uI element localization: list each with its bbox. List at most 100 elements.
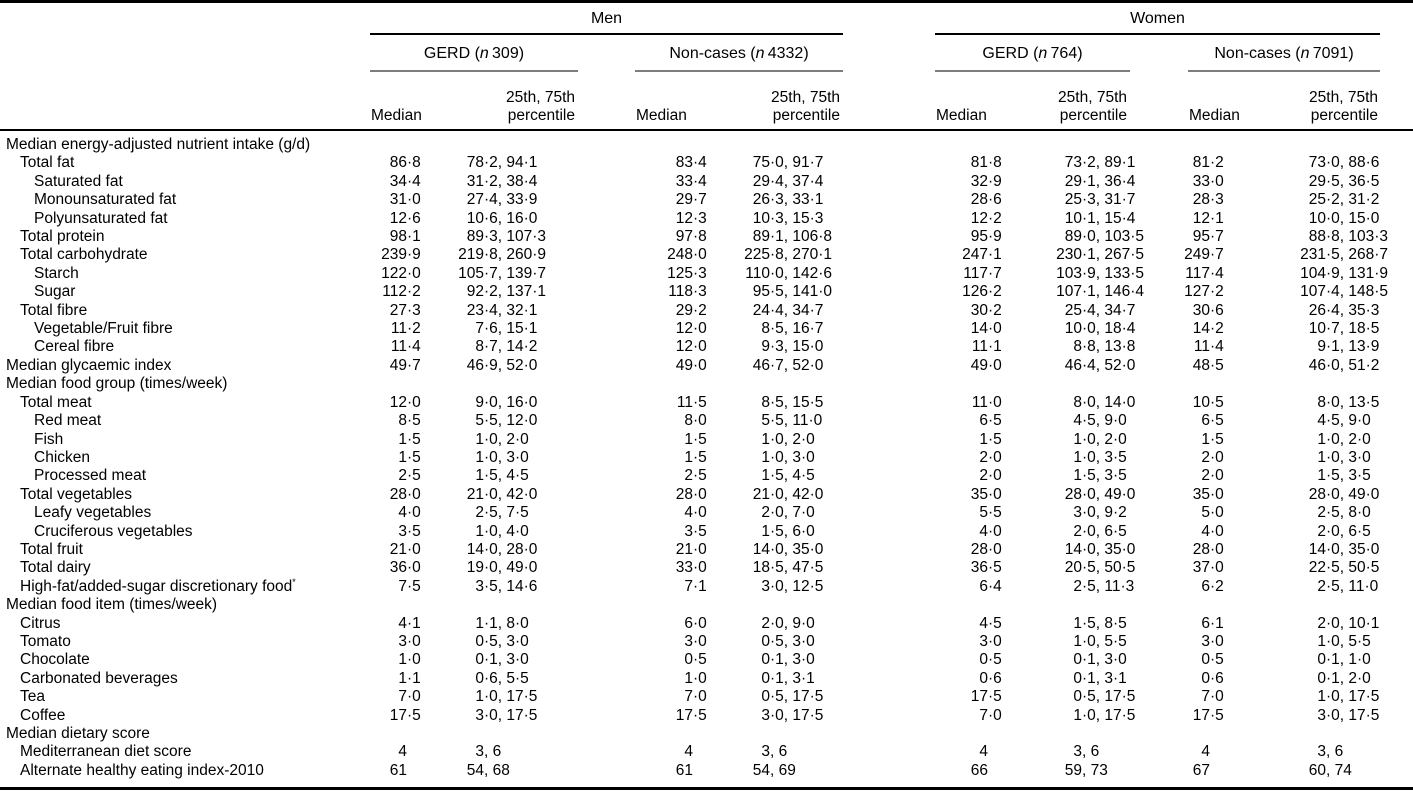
value-cell: 248·0	[667, 246, 707, 264]
value-cell: 12·0	[675, 320, 707, 338]
value-cell	[885, 131, 1008, 154]
value-cell: 1·0, 4·0	[475, 522, 529, 540]
value-cell: 0·1, 3·1	[761, 669, 815, 687]
value-cell	[710, 131, 885, 154]
value-cell	[1233, 375, 1413, 393]
value-cell: 127·2	[1184, 283, 1224, 301]
value-cell: 247·1	[962, 246, 1002, 264]
value-cell: 2·0, 6·5	[1317, 522, 1371, 540]
women-group-rule	[935, 33, 1380, 35]
value-cell: 11·2	[390, 320, 421, 338]
value-cell	[602, 596, 710, 614]
value-cell: 81·2	[1192, 154, 1224, 172]
value-cell: 1·0, 17·5	[475, 688, 538, 706]
value-cell: 4·5	[979, 614, 1002, 632]
data-table: Median energy-adjusted nutrient intake (…	[0, 131, 1413, 791]
table-row: Citrus 4·1 1·1, 8·0 6·0 2·0, 9·0 4·5 1·5, 8·5 6…	[0, 615, 1413, 633]
value-cell: 5·5, 12·0	[475, 412, 538, 430]
value-cell	[370, 725, 432, 743]
value-cell: 31·0	[389, 191, 421, 209]
value-cell: 10·5	[1192, 393, 1224, 411]
value-cell: 20·5, 50·5	[1064, 559, 1136, 577]
value-cell: 0·5, 17·5	[761, 688, 824, 706]
value-cell: 2·5, 11·0	[1317, 577, 1379, 595]
value-cell: 21·0	[389, 540, 421, 558]
value-cell: 29·5, 36·5	[1308, 172, 1380, 190]
table-row: Fish 1·5 1·0, 2·0 1·5 1·0, 2·0 1·5 1·0, 2·0 1·5…	[0, 431, 1413, 449]
value-cell: 4·5, 9·0	[1317, 412, 1371, 430]
value-cell: 59, 73	[1064, 761, 1108, 779]
value-cell: 1·5	[684, 430, 707, 448]
percentile-column-header: 25th, 75th percentile	[1058, 89, 1127, 124]
value-cell: 5·5, 11·0	[761, 412, 823, 430]
value-cell: 231·5, 268·7	[1300, 246, 1389, 264]
value-cell: 81·8	[970, 154, 1002, 172]
value-cell: 230·1, 267·5	[1056, 246, 1145, 264]
value-cell: 33·0	[1192, 172, 1224, 190]
value-cell: 89·3, 107·3	[466, 228, 547, 246]
row-label: Red meat	[34, 412, 102, 430]
table-header: Men Women GERD (n 309) Non-cases (n 4332…	[0, 0, 1413, 131]
value-cell	[432, 131, 602, 154]
table-row: Coffee 17·5 3·0, 17·5 17·5 3·0, 17·5 7·0 1·0, …	[0, 707, 1413, 725]
value-cell: 1·5	[1201, 430, 1224, 448]
value-cell: 1·0, 17·5	[1317, 688, 1380, 706]
value-cell: 97·8	[675, 228, 707, 246]
value-cell: 118·3	[668, 283, 707, 301]
subgroup-men-noncases-label: Non-cases (n 4332)	[669, 45, 809, 62]
value-cell: 1·0, 5·5	[1317, 632, 1371, 650]
value-cell	[1008, 725, 1180, 743]
value-cell: 18·5, 47·5	[752, 559, 824, 577]
value-cell: 125·3	[667, 264, 707, 282]
table-row: Vegetable/Fruit fibre 11·2 7·6, 15·1 12·0 8·…	[0, 320, 1413, 338]
row-label: Citrus	[20, 614, 61, 632]
table-row: Tomato 3·0 0·5, 3·0 3·0 0·5, 3·0 3·0 1·0, 5·5 3…	[0, 633, 1413, 651]
value-cell: 0·5, 3·0	[761, 632, 815, 650]
table-row: Total vegetables 28·0 21·0, 42·0 28·0 21·0, …	[0, 486, 1413, 504]
value-cell	[710, 596, 885, 614]
value-cell: 11·4	[390, 338, 421, 356]
column-group-men-label: Men	[590, 10, 623, 27]
value-cell: 17·5	[675, 706, 707, 724]
value-cell: 21·0, 42·0	[466, 485, 538, 503]
table-row: Chocolate 1·0 0·1, 3·0 0·5 0·1, 3·0 0·5 0·1, 3…	[0, 651, 1413, 669]
value-cell: 7·0	[398, 688, 421, 706]
value-cell: 17·5	[389, 706, 421, 724]
row-label: Median food item (times/week)	[6, 596, 218, 614]
value-cell: 10·6, 16·0	[466, 209, 538, 227]
value-cell: 27·4, 33·9	[466, 191, 538, 209]
value-cell	[432, 596, 602, 614]
value-cell: 49·0	[970, 356, 1002, 374]
value-cell: 95·9	[970, 228, 1002, 246]
value-cell: 2·0, 9·0	[761, 614, 815, 632]
value-cell: 28·0, 49·0	[1308, 485, 1380, 503]
row-label: Total carbohydrate	[20, 246, 148, 264]
value-cell: 67	[1192, 761, 1210, 779]
value-cell: 1·5, 3·5	[1317, 467, 1371, 485]
value-cell: 1·0, 2·0	[475, 430, 529, 448]
value-cell: 7·1	[684, 577, 707, 595]
value-cell: 11·4	[1193, 338, 1224, 356]
subgroup-women-noncases-label: Non-cases (n 7091)	[1214, 45, 1354, 62]
value-cell: 31·2, 38·4	[466, 172, 538, 190]
value-cell: 26·4, 35·3	[1308, 301, 1380, 319]
value-cell: 117·7	[963, 264, 1002, 282]
footnote-marker: *	[292, 576, 296, 587]
table-row: Polyunsaturated fat 12·6 10·6, 16·0 12·3 10·…	[0, 210, 1413, 228]
value-cell: 12·1	[1192, 209, 1224, 227]
value-cell: 4·0	[1201, 522, 1224, 540]
row-label: Median glycaemic index	[6, 356, 172, 374]
value-cell: 28·3	[1192, 191, 1224, 209]
value-cell: 2·0	[979, 467, 1002, 485]
value-cell: 12·3	[675, 209, 707, 227]
value-cell: 1·5	[398, 430, 421, 448]
table-row: Total protein 98·1 89·3, 107·3 97·8 89·1, 10…	[0, 228, 1413, 246]
row-label: Median dietary score	[6, 725, 150, 742]
value-cell: 0·6, 5·5	[475, 669, 529, 687]
value-cell: 30·6	[1192, 301, 1224, 319]
value-cell	[602, 131, 710, 154]
value-cell: 5·0	[1201, 504, 1224, 522]
value-cell: 48·5	[1192, 356, 1224, 374]
value-cell: 11·0	[971, 393, 1002, 411]
